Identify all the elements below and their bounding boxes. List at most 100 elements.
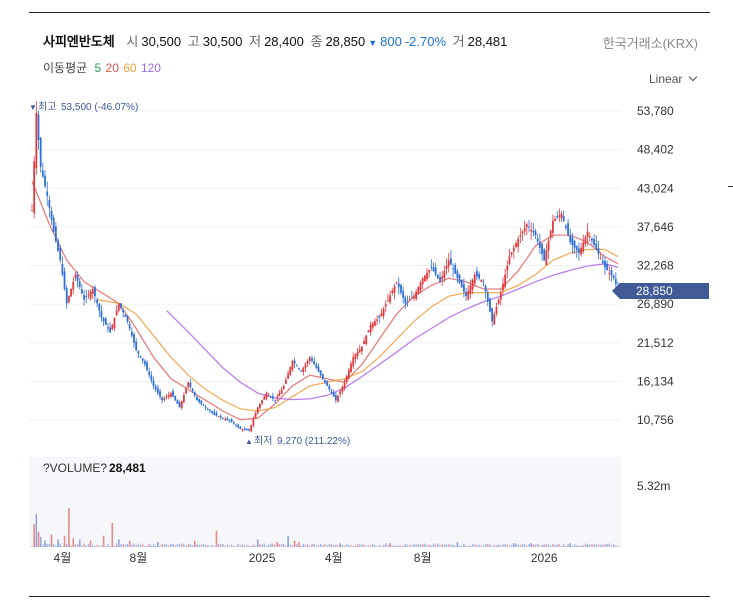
candle bbox=[610, 266, 613, 282]
ma-line-20 bbox=[31, 180, 619, 421]
volume-bar bbox=[204, 544, 207, 547]
low-marker-value: 9,270 (211.22%) bbox=[277, 436, 350, 447]
volume-bar bbox=[519, 544, 522, 547]
volume-bar bbox=[148, 543, 150, 547]
candle bbox=[219, 414, 222, 421]
ma-legend-120[interactable]: 120 bbox=[140, 61, 161, 75]
volume-bar bbox=[237, 543, 239, 547]
candle bbox=[387, 293, 389, 303]
candle bbox=[187, 381, 190, 389]
volume-bar bbox=[391, 545, 393, 547]
ma-legend-60[interactable]: 60 bbox=[123, 61, 137, 75]
volume-bar bbox=[556, 544, 558, 547]
volume-bar bbox=[100, 545, 103, 547]
volume-bar bbox=[560, 545, 563, 547]
volume-bar bbox=[283, 544, 285, 547]
volume-bar bbox=[430, 545, 433, 547]
candle bbox=[278, 389, 281, 397]
candle bbox=[189, 379, 192, 390]
candle bbox=[254, 411, 257, 419]
candle bbox=[120, 302, 122, 311]
volume-bar bbox=[369, 545, 372, 547]
candle bbox=[98, 303, 101, 317]
volume-bar bbox=[163, 544, 166, 547]
volume-bar bbox=[263, 543, 265, 547]
candle bbox=[599, 253, 602, 260]
volume-bar bbox=[313, 544, 315, 547]
time-tick-label: 2025 bbox=[249, 551, 276, 565]
candle bbox=[217, 415, 220, 418]
volume-bar bbox=[161, 544, 163, 547]
volume-bar bbox=[339, 543, 341, 547]
volume-bar bbox=[322, 545, 324, 547]
candle bbox=[174, 395, 177, 401]
volume-bar bbox=[118, 539, 120, 547]
volume-bar bbox=[406, 544, 409, 547]
volume-bar bbox=[517, 544, 519, 547]
volume-bar bbox=[576, 545, 578, 547]
candle bbox=[521, 230, 524, 241]
candle bbox=[343, 379, 346, 391]
volume-bar bbox=[98, 545, 100, 547]
candle bbox=[258, 403, 261, 410]
volume-bar bbox=[567, 544, 569, 547]
volume-bar bbox=[92, 545, 94, 547]
candle bbox=[486, 289, 489, 307]
price-axis-ticks: 53,780 48,402 43,024 37,646 32,268 26,890 21,5… bbox=[637, 104, 674, 427]
volume-bar bbox=[107, 543, 109, 547]
volume-bar bbox=[586, 544, 589, 547]
candle bbox=[421, 277, 424, 290]
candle bbox=[549, 229, 552, 241]
candle bbox=[463, 278, 465, 298]
candle bbox=[543, 247, 546, 262]
candle bbox=[306, 359, 309, 367]
low-marker-label: 최저 bbox=[254, 435, 272, 447]
candle bbox=[478, 271, 480, 281]
candle bbox=[512, 244, 515, 259]
ma-legend-5[interactable]: 5 bbox=[94, 61, 102, 75]
volume-bar bbox=[287, 535, 289, 547]
candle bbox=[152, 376, 155, 390]
candle bbox=[111, 323, 114, 331]
ma-legend-20[interactable]: 20 bbox=[105, 61, 119, 75]
volume-bar bbox=[235, 545, 237, 547]
volume-bar bbox=[187, 544, 189, 547]
candle bbox=[575, 245, 578, 259]
volume-bar bbox=[293, 540, 296, 547]
volume-bar bbox=[243, 545, 246, 547]
volume-bar bbox=[213, 545, 216, 547]
volume-bar bbox=[606, 544, 608, 547]
volume-bar bbox=[608, 543, 611, 547]
volume-bar bbox=[491, 545, 493, 547]
volume-bar bbox=[146, 545, 148, 547]
volume-bar bbox=[539, 545, 541, 547]
candle bbox=[324, 379, 326, 385]
volume-bar bbox=[296, 544, 298, 547]
candle bbox=[104, 316, 107, 326]
candle bbox=[443, 265, 446, 283]
volume-bar bbox=[211, 544, 213, 547]
volume-bar bbox=[359, 544, 361, 547]
candle bbox=[360, 346, 363, 356]
candle bbox=[146, 359, 148, 372]
candle bbox=[334, 392, 337, 404]
candle bbox=[96, 297, 99, 308]
volume-bar bbox=[228, 545, 231, 547]
volume-bar bbox=[55, 545, 57, 547]
candle bbox=[465, 288, 467, 301]
candle bbox=[243, 426, 246, 431]
candle bbox=[102, 317, 105, 327]
candle bbox=[300, 369, 303, 373]
volume-bar bbox=[495, 545, 498, 547]
volume-bar bbox=[33, 524, 35, 547]
volume-bar bbox=[298, 541, 300, 547]
volume-bar bbox=[94, 545, 96, 547]
volume-bar bbox=[558, 544, 561, 547]
candle bbox=[410, 290, 413, 299]
candle bbox=[261, 399, 263, 406]
candle bbox=[456, 268, 459, 284]
scale-dropdown[interactable]: Linear bbox=[649, 72, 698, 86]
volume-bar bbox=[569, 543, 572, 547]
candle bbox=[588, 232, 591, 242]
